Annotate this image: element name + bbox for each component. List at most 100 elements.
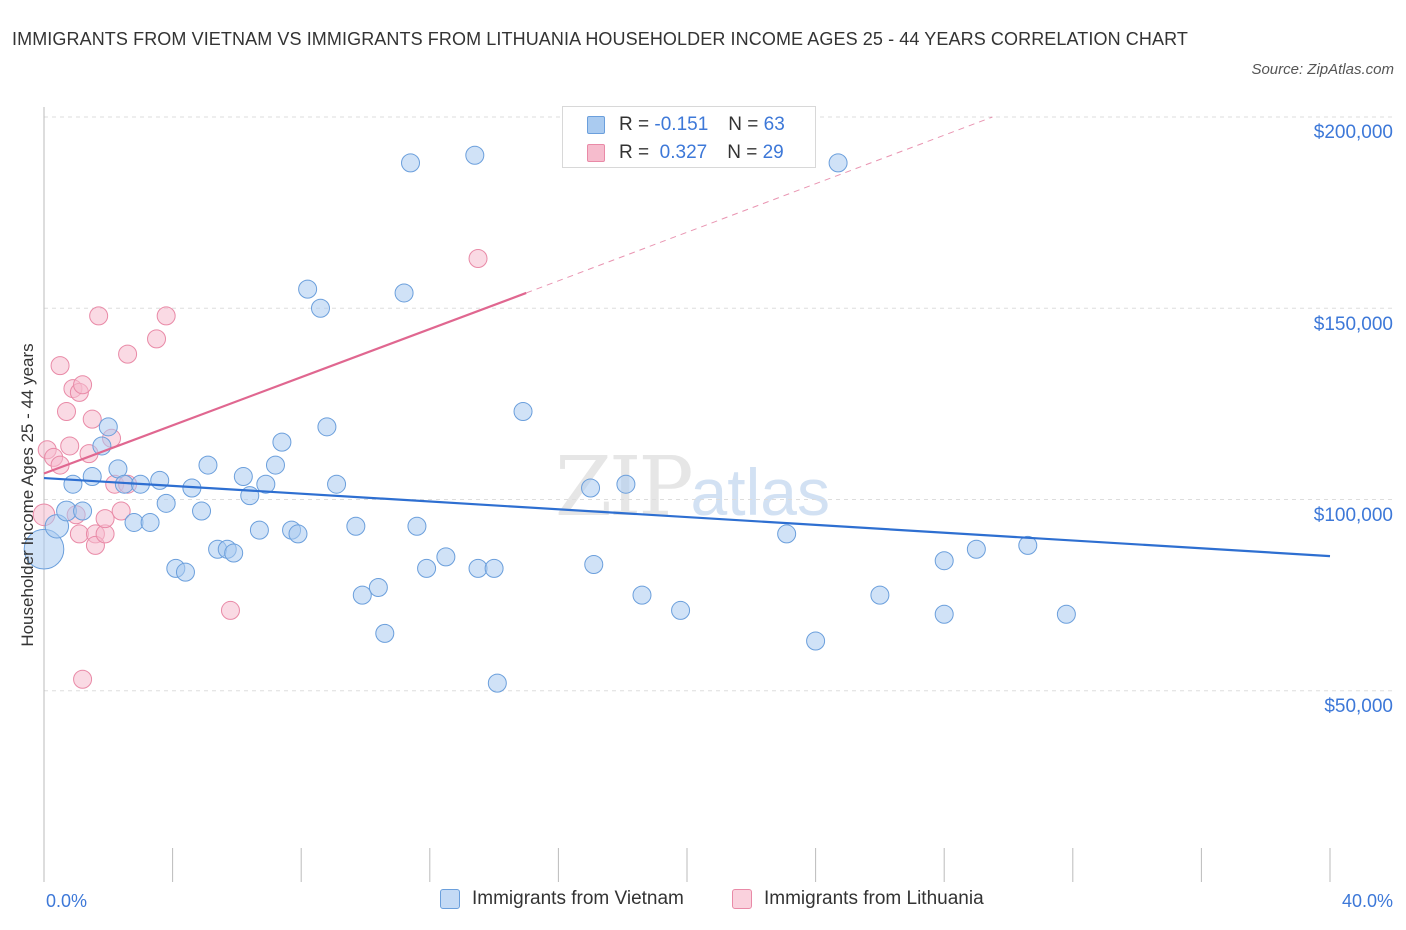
vietnam-point [265, 455, 285, 475]
lithuania-point [82, 409, 102, 429]
vietnam-point [394, 283, 414, 303]
n-value: 29 [762, 142, 784, 163]
n-label: N = [727, 142, 758, 163]
vietnam-point [98, 417, 118, 437]
vietnam-swatch [440, 889, 460, 909]
legend-item-vietnam: Immigrants from Vietnam [440, 888, 684, 910]
lithuania-point [89, 306, 109, 326]
vietnam-point [256, 474, 276, 494]
lithuania-point [147, 329, 167, 349]
vietnam-point [436, 547, 456, 567]
lithuania-point [156, 306, 176, 326]
vietnam-point [63, 474, 83, 494]
vietnam-point [375, 623, 395, 643]
vietnam-point [368, 577, 388, 597]
legend-row-vietnam: R = -0.151 N = 63 [587, 114, 785, 136]
vietnam-point [198, 455, 218, 475]
n-value: 63 [763, 114, 785, 135]
vietnam-point [484, 558, 504, 578]
vietnam-point [346, 516, 366, 536]
vietnam-point [806, 631, 826, 651]
legend-row-lithuania: R = 0.327 N = 29 [587, 142, 784, 164]
vietnam-point [192, 501, 212, 521]
chart-title: IMMIGRANTS FROM VIETNAM VS IMMIGRANTS FR… [12, 29, 1188, 49]
lithuania-point [95, 509, 115, 529]
lithuania-point [60, 436, 80, 456]
source-label: Source: ZipAtlas.com [1251, 61, 1394, 78]
lithuania-points [32, 249, 488, 689]
vietnam-point [23, 528, 65, 570]
lithuania-swatch [732, 889, 752, 909]
lithuania-point [73, 375, 93, 395]
axes [43, 107, 1331, 882]
vietnam-point [224, 543, 244, 563]
legend-label: Immigrants from Vietnam [472, 888, 684, 909]
lithuania-point [111, 501, 131, 521]
vietnam-point [407, 516, 427, 536]
lithuania-point [118, 344, 138, 364]
vietnam-point [298, 279, 318, 299]
vietnam-point [327, 474, 347, 494]
vietnam-point [150, 470, 170, 490]
vietnam-point [73, 501, 93, 521]
watermark-atlas: atlas [690, 455, 830, 529]
y-tick-label-100000: $100,000 [1313, 505, 1393, 526]
vietnam-point [233, 467, 253, 487]
r-label: R = [619, 114, 650, 135]
n-label: N = [728, 114, 759, 135]
lithuania-point [50, 356, 70, 376]
vietnam-point [632, 585, 652, 605]
vietnam-point [82, 467, 102, 487]
vietnam-point [581, 478, 601, 498]
vietnam-trend-line [43, 476, 1331, 558]
vietnam-point [140, 512, 160, 532]
vietnam-point [870, 585, 890, 605]
vietnam-point [465, 145, 485, 165]
vietnam-point [249, 520, 269, 540]
legend-label: Immigrants from Lithuania [764, 888, 984, 909]
vietnam-point [288, 524, 308, 544]
vietnam-point [584, 555, 604, 575]
vietnam-point [616, 474, 636, 494]
vietnam-point [156, 493, 176, 513]
legend-item-lithuania: Immigrants from Lithuania [732, 888, 984, 910]
gridlines [44, 116, 1395, 692]
vietnam-point [175, 562, 195, 582]
vietnam-point [401, 153, 421, 173]
vietnam-point [468, 558, 488, 578]
r-label: R = [619, 142, 650, 163]
vietnam-point [1018, 535, 1038, 555]
watermark: ZIPatlas [555, 440, 830, 535]
vietnam-point [417, 558, 437, 578]
vietnam-point [777, 524, 797, 544]
x-tick-label-max: 40.0% [1341, 891, 1393, 911]
correlation-legend: R = -0.151 N = 63 R = 0.327 N = 29 [562, 106, 816, 168]
x-tick-label-min: 0.0% [46, 891, 88, 911]
lithuania-point [220, 600, 240, 620]
lithuania-point [57, 402, 77, 422]
lithuania-trend-line [43, 291, 527, 475]
r-value: -0.151 [654, 114, 709, 135]
y-tick-label-150000: $150,000 [1313, 314, 1393, 335]
vietnam-point [1056, 604, 1076, 624]
vietnam-swatch [587, 116, 605, 134]
vietnam-point [828, 153, 848, 173]
lithuania-point [73, 669, 93, 689]
vietnam-point [487, 673, 507, 693]
vietnam-point [317, 417, 337, 437]
vietnam-point [671, 600, 691, 620]
y-axis-label: Householder Income Ages 25 - 44 years [18, 343, 37, 647]
vietnam-point [934, 551, 954, 571]
lithuania-point [69, 524, 89, 544]
y-tick-label-200000: $200,000 [1313, 122, 1393, 143]
vietnam-point [352, 585, 372, 605]
y-tick-label-50000: $50,000 [1324, 696, 1393, 717]
vietnam-point [934, 604, 954, 624]
lithuania-swatch [587, 144, 605, 162]
vietnam-point [272, 432, 292, 452]
vietnam-points [23, 145, 1076, 693]
vietnam-point [513, 402, 533, 422]
vietnam-point [124, 512, 144, 532]
trend-lines [43, 116, 1331, 558]
vietnam-point [310, 298, 330, 318]
